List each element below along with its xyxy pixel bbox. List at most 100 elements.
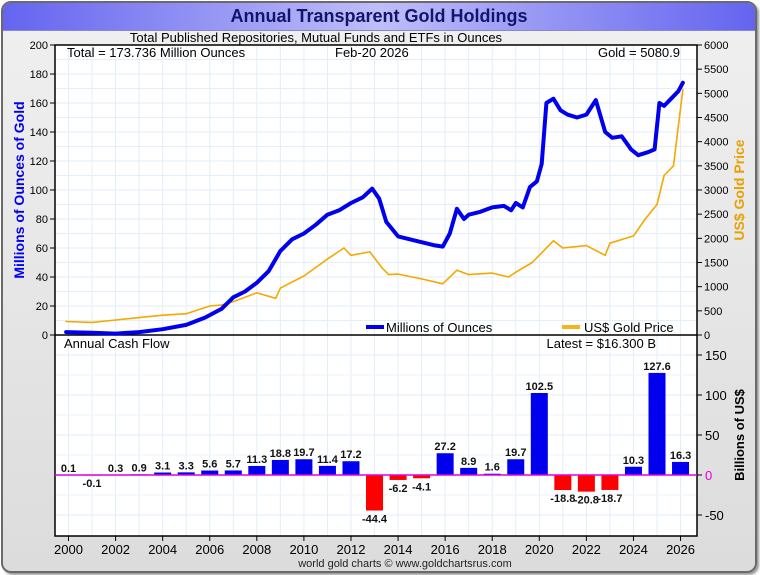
cash-flow-label: 3.1	[155, 461, 170, 473]
cash-flow-label: 5.6	[202, 459, 217, 471]
legend-label-gold: US$ Gold Price	[584, 320, 674, 335]
gold-price-point	[161, 314, 164, 316]
ounces-point	[620, 134, 624, 138]
cash-flow-label: -18.8	[550, 493, 575, 505]
cash-flow-label: 5.7	[226, 458, 241, 470]
ounces-point	[467, 213, 471, 217]
cash-axis-tick-label: 50	[705, 428, 719, 443]
ounces-point	[502, 204, 506, 208]
gold-price-point	[491, 272, 494, 274]
title-bar: Annual Transparent Gold Holdings	[3, 3, 755, 31]
ounces-point	[603, 130, 607, 134]
gold-price-point	[387, 273, 390, 276]
cash-flow-bar	[577, 475, 595, 492]
cash-flow-label: 1.6	[485, 462, 500, 474]
cash-flow-label: 16.3	[670, 450, 691, 462]
x-axis-tick-label: 2006	[195, 542, 224, 557]
right-axis-label: US$ Gold Price	[731, 139, 747, 240]
ounces-point	[540, 162, 544, 166]
ounces-point	[455, 207, 459, 211]
cash-flow-title: Annual Cash Flow	[64, 336, 170, 351]
ounces-point	[203, 316, 207, 320]
cash-flow-bar	[507, 459, 525, 475]
ounces-point	[558, 108, 562, 112]
ounces-point	[377, 197, 381, 201]
x-axis-tick-label: 2002	[101, 542, 130, 557]
cash-flow-label: -6.2	[389, 483, 408, 495]
gold-price-point	[326, 258, 329, 260]
right-axis-tick-label: 1500	[704, 258, 728, 270]
cash-flow-bar	[601, 475, 619, 490]
ounces-point	[521, 205, 525, 209]
gold-price-point	[274, 297, 277, 300]
cash-flow-bar	[271, 459, 289, 475]
ounces-point	[490, 205, 494, 209]
gold-price-point	[343, 247, 345, 249]
left-axis-tick-label: 100	[30, 185, 48, 197]
x-axis-tick-label: 2008	[242, 542, 271, 557]
cash-flow-bar	[648, 372, 666, 475]
x-axis-tick-label: 2012	[337, 542, 366, 557]
cash-flow-bar	[342, 461, 360, 475]
cash-flow-bar	[295, 459, 313, 475]
ounces-point	[325, 213, 329, 217]
gold-price-point	[552, 239, 555, 242]
right-axis-tick-label: 1000	[704, 282, 728, 294]
right-axis-tick-label: 5500	[704, 64, 728, 76]
plot-frame	[54, 44, 698, 537]
gold-price-point	[65, 320, 67, 323]
ounces-point	[408, 237, 412, 241]
chart-subtitle: Total Published Repositories, Mutual Fun…	[130, 30, 503, 45]
gold-price-point	[507, 276, 510, 278]
cash-axis-tick-label: 150	[705, 348, 727, 363]
gold-price-point	[609, 242, 611, 244]
left-axis-tick-label: 80	[36, 214, 48, 226]
cash-axis-tick-label: 0	[705, 468, 712, 483]
right-axis-tick-label: 3500	[704, 161, 728, 173]
cash-flow-label: 18.8	[270, 448, 291, 460]
cash-flow-label: 19.7	[505, 447, 526, 459]
ounces-point	[662, 104, 666, 108]
ounces-point	[361, 195, 365, 199]
right-axis-tick-label: 6000	[704, 40, 728, 52]
date-annotation: Feb-20 2026	[335, 45, 409, 60]
ounces-point	[528, 185, 532, 189]
ounces-point	[302, 232, 306, 235]
gold-price-point	[397, 273, 399, 275]
latest-annotation: Latest = $16.300 B	[546, 336, 656, 351]
ounces-point	[137, 330, 141, 334]
cash-flow-bar	[318, 465, 336, 475]
footer-credit: world gold charts © www.goldchartsrus.co…	[297, 558, 512, 570]
ounces-point	[669, 97, 673, 101]
gold-price-point	[114, 319, 117, 321]
ounces-point	[657, 101, 661, 105]
ounces-point	[370, 187, 374, 191]
chart-title: Annual Transparent Gold Holdings	[230, 6, 528, 26]
cash-axis-tick-label: -50	[705, 508, 724, 523]
left-axis-label: Millions of Ounces of Gold	[11, 101, 27, 278]
left-axis-tick-label: 200	[30, 40, 48, 52]
x-axis-tick-label: 2024	[619, 542, 648, 557]
left-axis-tick-label: 120	[30, 156, 48, 168]
cash-flow-label: 3.3	[179, 460, 194, 472]
ounces-point	[267, 269, 271, 273]
axes: 0204060801001201401601802000500100015002…	[30, 40, 729, 557]
cash-flow-bar	[460, 467, 478, 475]
cash-flow-bar	[554, 475, 572, 491]
ounces-point	[278, 249, 282, 253]
right-axis-tick-label: 5000	[704, 88, 728, 100]
cash-axis-tick-label: 100	[705, 388, 727, 403]
gold-price-point	[380, 266, 383, 269]
cash-flow-label: 0.9	[131, 462, 146, 474]
gold-price-point	[644, 218, 647, 220]
ounces-point	[676, 89, 680, 93]
x-axis-tick-label: 2022	[572, 542, 601, 557]
ounces-point	[114, 332, 118, 336]
right-axis-tick-label: 500	[704, 306, 722, 318]
ounces-point	[184, 323, 188, 327]
gold-price-point	[279, 287, 282, 289]
ounces-point	[337, 208, 341, 212]
left-axis-tick-label: 140	[30, 127, 48, 139]
ounces-point	[646, 150, 650, 154]
plot-background	[55, 45, 697, 536]
